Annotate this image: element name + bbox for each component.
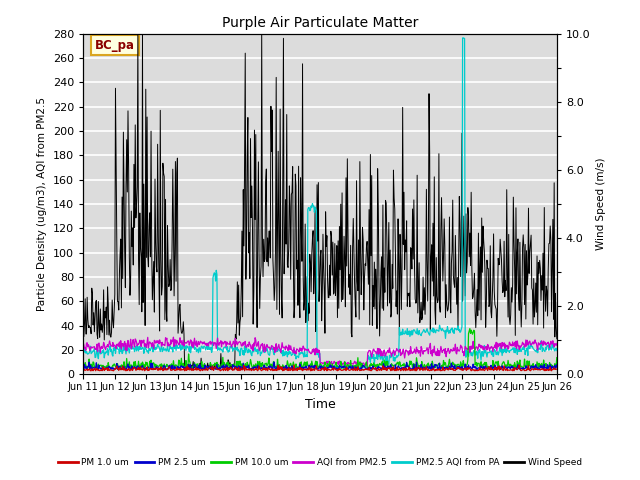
Legend: PM 1.0 um, PM 2.5 um, PM 10.0 um, AQI from PM2.5, PM2.5 AQI from PA, Wind Speed: PM 1.0 um, PM 2.5 um, PM 10.0 um, AQI fr… — [54, 455, 586, 471]
Title: Purple Air Particulate Matter: Purple Air Particulate Matter — [222, 16, 418, 30]
Text: BC_pa: BC_pa — [95, 39, 135, 52]
X-axis label: Time: Time — [305, 397, 335, 410]
Y-axis label: Wind Speed (m/s): Wind Speed (m/s) — [596, 158, 606, 250]
Y-axis label: Particle Density (ug/m3), AQI from PM2.5: Particle Density (ug/m3), AQI from PM2.5 — [37, 97, 47, 311]
